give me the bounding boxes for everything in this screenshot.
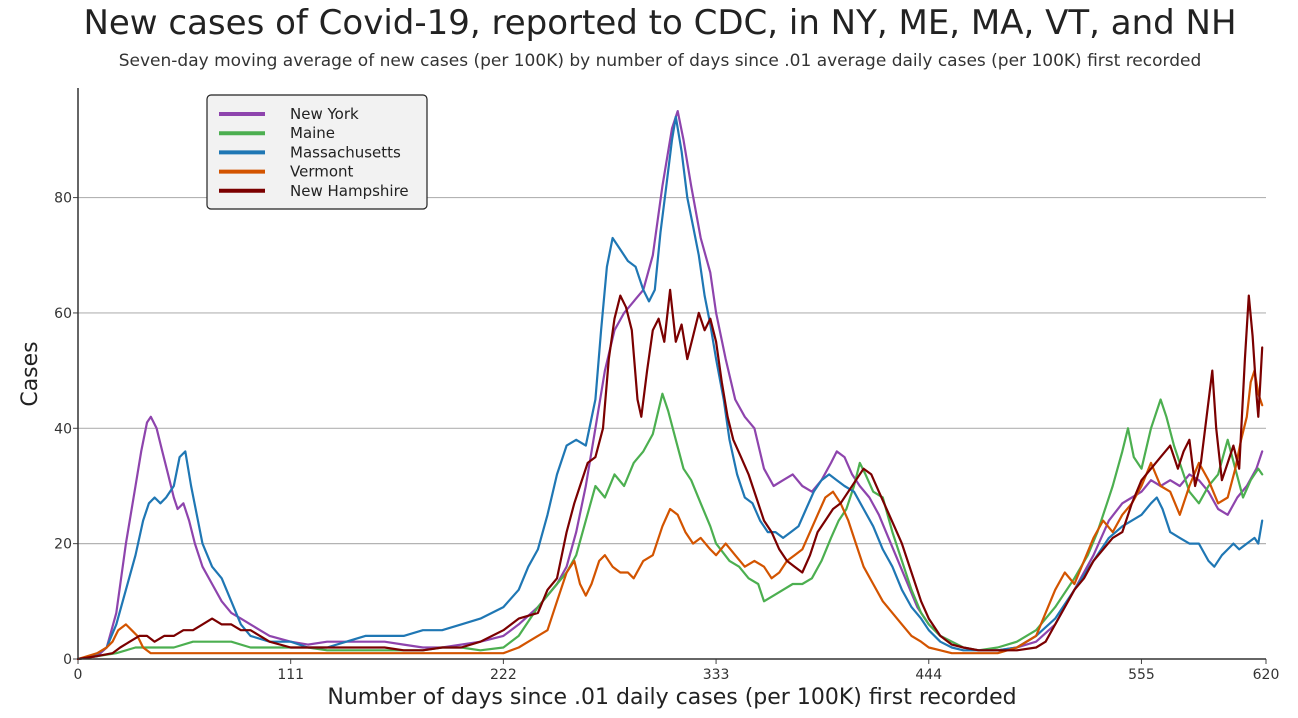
legend-label: New York	[290, 105, 359, 123]
legend-item-vermont[interactable]: Vermont	[219, 163, 354, 181]
x-tick-label: 222	[490, 667, 517, 683]
x-tick-label: 0	[74, 667, 83, 683]
legend-label: Massachusetts	[290, 143, 401, 161]
x-axis-ticks: 0 111 222 333 444 555 620	[74, 659, 1280, 683]
y-tick-label: 20	[54, 537, 72, 553]
x-tick-label: 111	[277, 667, 304, 683]
series-line-maine	[76, 392, 1264, 661]
series-lines	[76, 110, 1264, 661]
gridlines	[78, 196, 1266, 545]
x-tick-label: 555	[1128, 667, 1155, 683]
series-line-vermont	[76, 369, 1264, 661]
chart-title: New cases of Covid-19, reported to CDC, …	[83, 3, 1236, 43]
legend-item-new-york[interactable]: New York	[219, 105, 359, 123]
series-line-new-hampshire	[76, 288, 1264, 661]
x-tick-label: 333	[703, 667, 730, 683]
y-tick-label: 60	[54, 306, 72, 322]
x-axis-label: Number of days since .01 daily cases (pe…	[327, 685, 1016, 710]
y-tick-label: 40	[54, 421, 72, 437]
x-tick-label: 444	[915, 667, 942, 683]
y-axis-label: Cases	[18, 341, 43, 406]
series-line-massachusetts	[76, 115, 1264, 661]
legend-item-massachusetts[interactable]: Massachusetts	[219, 143, 401, 161]
y-tick-label: 0	[63, 652, 72, 668]
chart-subtitle: Seven-day moving average of new cases (p…	[119, 51, 1202, 71]
legend-label: Maine	[290, 124, 335, 142]
axes	[77, 88, 1266, 660]
y-axis-ticks: 0 20 40 60 80	[54, 191, 78, 668]
legend-item-new-hampshire[interactable]: New Hampshire	[219, 182, 409, 200]
legend-box	[206, 94, 428, 210]
legend-label: New Hampshire	[290, 182, 409, 200]
y-tick-label: 80	[54, 191, 72, 207]
legend-label: Vermont	[290, 163, 354, 181]
legend-item-maine[interactable]: Maine	[219, 124, 335, 142]
x-tick-label: 620	[1253, 667, 1280, 683]
